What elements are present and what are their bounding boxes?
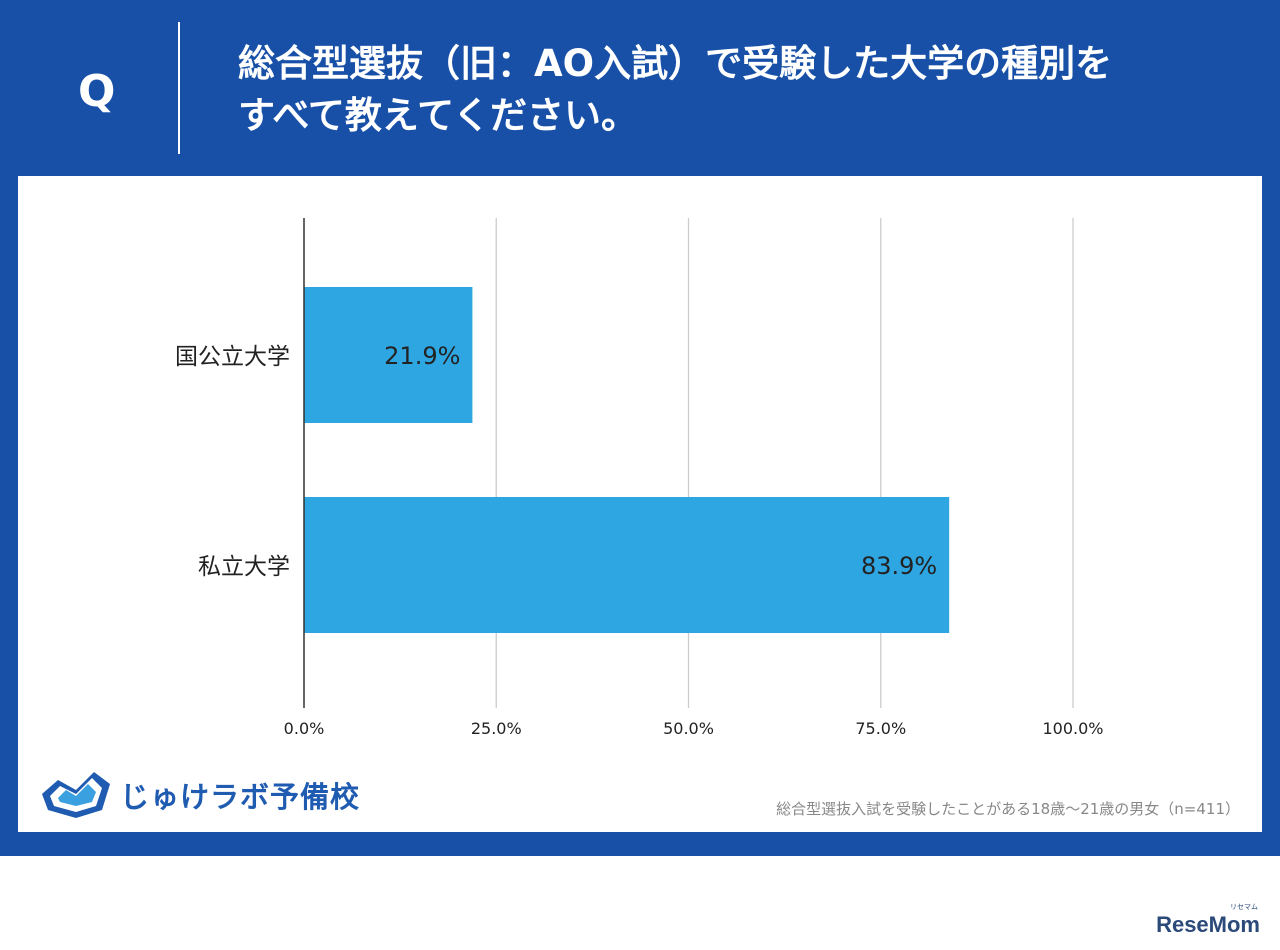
book-logo-icon	[42, 772, 110, 818]
sample-note: 総合型選抜入試を受験したことがある18歳～21歳の男女（n=411）	[776, 800, 1240, 818]
data-label: 83.9%	[861, 552, 937, 580]
bar	[304, 287, 473, 423]
question-text: 総合型選抜（旧：AO入試）で受験した大学の種別を すべて教えてください。	[238, 38, 1238, 142]
header-divider	[178, 22, 180, 154]
category-label: 国公立大学	[175, 344, 290, 370]
data-label: 21.9%	[384, 342, 460, 370]
question-line-2: すべて教えてください。	[238, 94, 638, 137]
x-tick-label: 25.0%	[471, 719, 522, 738]
watermark: ReseMom	[1156, 912, 1260, 937]
brand-logo-text: じゅけラボ予備校	[120, 780, 361, 814]
brand-logo: じゅけラボ予備校	[36, 764, 366, 820]
x-tick-label: 75.0%	[855, 719, 906, 738]
category-label: 私立大学	[198, 554, 290, 580]
question-header: Q 総合型選抜（旧：AO入試）で受験した大学の種別を すべて教えてください。	[0, 0, 1280, 176]
watermark-sub: リセマム	[1230, 904, 1258, 911]
q-mark: Q	[78, 66, 116, 117]
question-line-1: 総合型選抜（旧：AO入試）で受験した大学の種別を	[238, 42, 1113, 85]
x-tick-label: 100.0%	[1042, 719, 1103, 738]
x-tick-label: 50.0%	[663, 719, 714, 738]
x-tick-label: 0.0%	[284, 719, 325, 738]
bar	[304, 497, 950, 633]
